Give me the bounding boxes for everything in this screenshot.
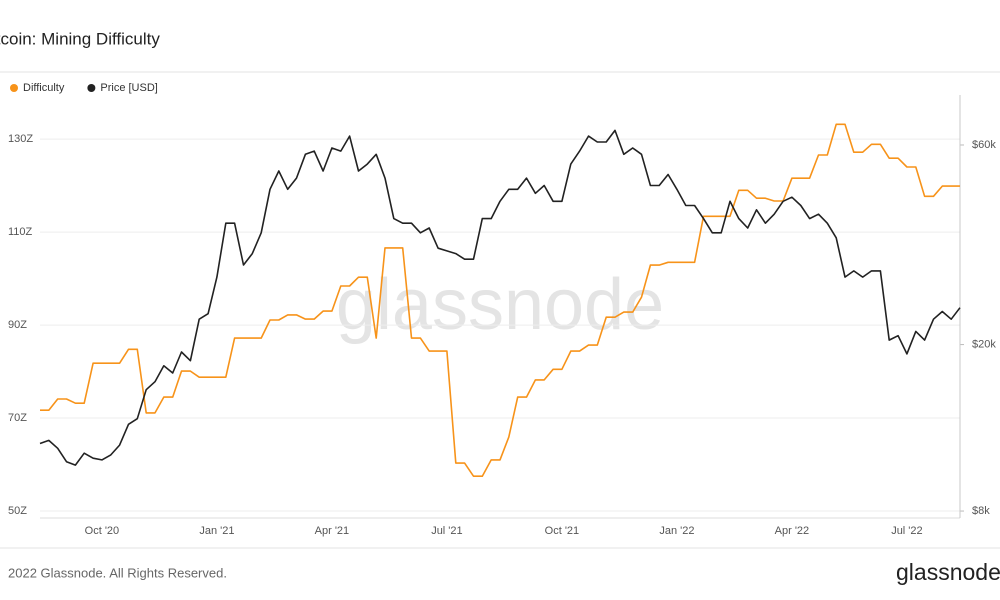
y-tick-label: 130Z [8, 133, 33, 145]
watermark: glassnode [336, 265, 664, 345]
x-tick-label: Apr '22 [775, 525, 810, 537]
x-tick-label: Jul '21 [431, 525, 462, 537]
y-tick-label: 110Z [8, 226, 33, 238]
y2-tick-label: $60k [972, 139, 996, 151]
x-tick-label: Jan '22 [659, 525, 694, 537]
x-tick-label: Oct '20 [85, 525, 120, 537]
x-tick-label: Oct '21 [545, 525, 580, 537]
series-line [40, 123, 960, 477]
legend-marker [87, 84, 96, 92]
legend-marker [10, 84, 18, 92]
y2-tick-label: $20k [972, 338, 996, 350]
chart-title: itcoin: Mining Difficulty [0, 29, 160, 48]
series-line [39, 129, 961, 466]
logo: glassnode [896, 559, 1000, 585]
y-tick-label: 50Z [8, 505, 27, 517]
x-tick-label: Apr '21 [315, 525, 350, 537]
legend-label: Price [USD] [100, 82, 157, 94]
legend-label: Difficulty [23, 82, 65, 94]
y-tick-label: 90Z [8, 319, 27, 331]
y-tick-label: 70Z [8, 412, 27, 424]
footer-text: 2022 Glassnode. All Rights Reserved. [8, 565, 227, 580]
x-tick-label: Jan '21 [199, 525, 234, 537]
x-tick-label: Jul '22 [891, 525, 922, 537]
y2-tick-label: $8k [972, 505, 990, 517]
